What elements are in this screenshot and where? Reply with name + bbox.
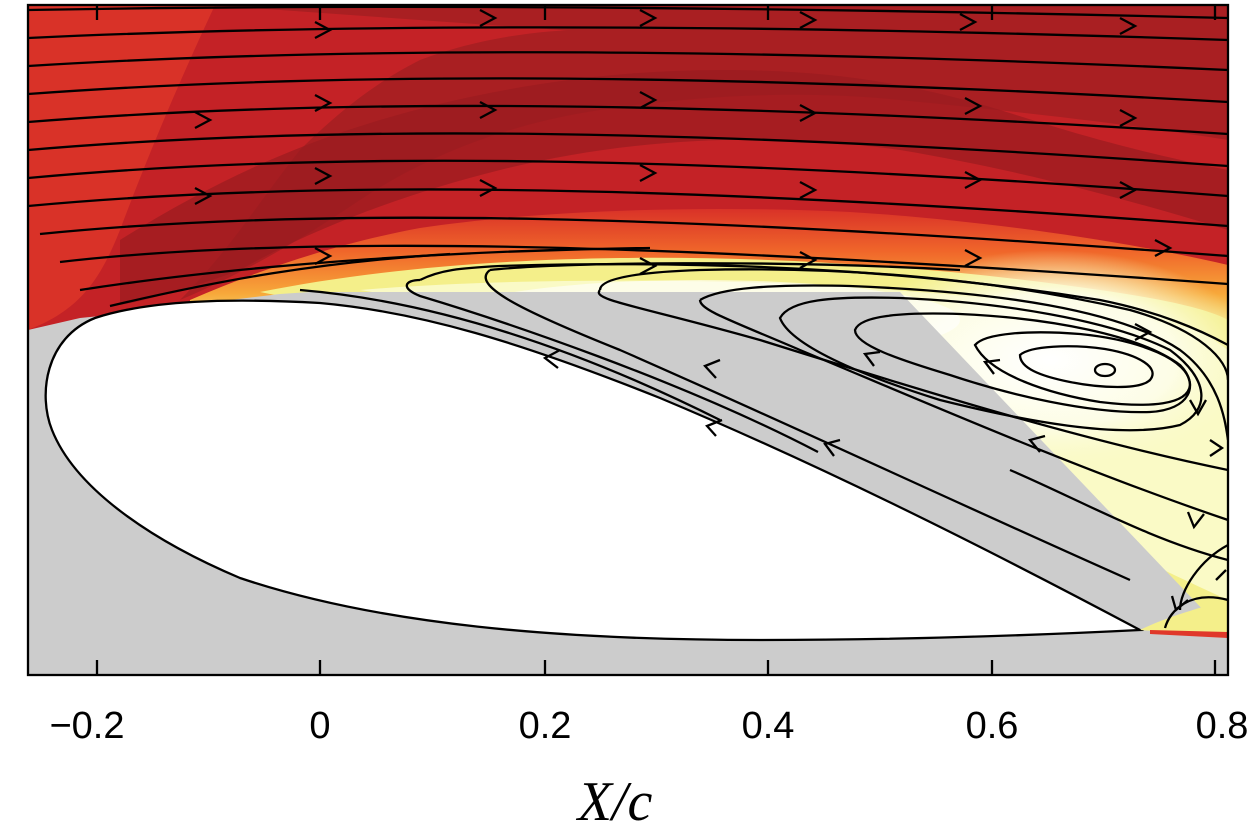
arrow-left-icon (862, 350, 881, 367)
streamline (109, 252, 451, 308)
arrow-right-icon (314, 246, 333, 266)
streamline (405, 278, 819, 454)
arrow-down-icon (1189, 399, 1207, 417)
arrow-right-icon (1119, 108, 1138, 128)
arrow-right-icon (964, 248, 983, 268)
x-axis-label: X/c (576, 771, 653, 833)
streamline (28, 77, 1228, 104)
x-tick-label: 0.8 (1196, 705, 1249, 747)
arrow-right-icon (964, 96, 983, 116)
arrow-left-icon (705, 418, 723, 437)
arrow-right-icon (479, 8, 498, 28)
arrow-down-icon (1170, 595, 1189, 613)
streamline (1009, 468, 1228, 562)
x-tick-label: 0 (309, 705, 330, 747)
streamline (28, 132, 1228, 168)
streamline (28, 159, 1228, 198)
plot-frame (26, 3, 1230, 677)
streamline (28, 188, 1228, 228)
x-tick-label: 0.4 (742, 705, 795, 747)
arrow-right-icon (964, 170, 983, 190)
streamline (28, 26, 1228, 42)
arrow-right-icon (314, 166, 333, 186)
streamline (853, 312, 1192, 414)
plot-area (28, 5, 1228, 675)
arrow-left-icon (542, 348, 561, 369)
airfoil (44, 299, 1145, 642)
x-tick-label: 0.2 (519, 705, 572, 747)
trailing-edge-fill (1140, 600, 1228, 636)
streamline (28, 51, 1228, 72)
arrow-right-icon (479, 100, 498, 120)
streamline (28, 5, 1228, 20)
arrow-right-icon (639, 90, 658, 110)
x-tick-label: −0.2 (49, 705, 124, 747)
arrow-right-icon (314, 20, 333, 40)
streamline-arrows (194, 8, 1227, 613)
streamline (598, 268, 1228, 381)
streamline (79, 246, 651, 292)
streamline (698, 299, 1228, 522)
streamline (778, 296, 1203, 432)
arrow-right-icon (639, 8, 658, 28)
streamline (699, 284, 1228, 441)
arrow-left-icon (703, 358, 721, 379)
recirculation-streamlines (299, 262, 1228, 629)
arrow-right-icon (799, 10, 818, 30)
arrow-right-icon (1154, 238, 1173, 258)
x-ticks (95, 5, 1217, 675)
arrow-left-icon (823, 438, 841, 457)
streamline (484, 269, 1131, 582)
outer-streamlines (28, 5, 1228, 308)
darkest-core (120, 70, 1228, 305)
arrow-right-icon (194, 186, 213, 206)
streamline (39, 216, 1228, 258)
streamline (59, 244, 1228, 286)
arrow-right-icon (479, 178, 498, 198)
streamline (1018, 345, 1154, 389)
x-tick-label: 0.6 (966, 705, 1019, 747)
x-tick-labels: −0.2 0 0.2 0.4 0.6 0.8 (49, 705, 1248, 747)
arrow-down-icon (1186, 511, 1205, 530)
arrow-right-icon (1215, 569, 1227, 581)
streamline (489, 262, 961, 272)
shear-layer (190, 208, 1228, 330)
arrow-left-icon (1027, 434, 1046, 453)
streamline (1093, 362, 1117, 378)
arrow-right-icon (799, 250, 818, 270)
arrow-right-icon (194, 110, 213, 130)
arrow-right-icon (959, 12, 978, 32)
arrow-right-icon (799, 180, 818, 200)
streamline (973, 331, 1192, 406)
arrow-left-icon (982, 358, 1001, 375)
trailing-edge-shear (1150, 630, 1228, 638)
arrow-right-icon (1119, 16, 1138, 36)
arrow-right-icon (639, 256, 658, 276)
streamline (28, 104, 1228, 136)
arrow-right-icon (314, 93, 333, 113)
streamline (299, 288, 721, 422)
arrow-right-icon (1119, 180, 1138, 200)
arrow-right-icon (1134, 322, 1153, 342)
arrow-right-icon (639, 163, 658, 183)
arrow-right-icon (799, 103, 818, 123)
arrow-right-icon (1209, 439, 1225, 457)
streamline (1178, 543, 1228, 611)
